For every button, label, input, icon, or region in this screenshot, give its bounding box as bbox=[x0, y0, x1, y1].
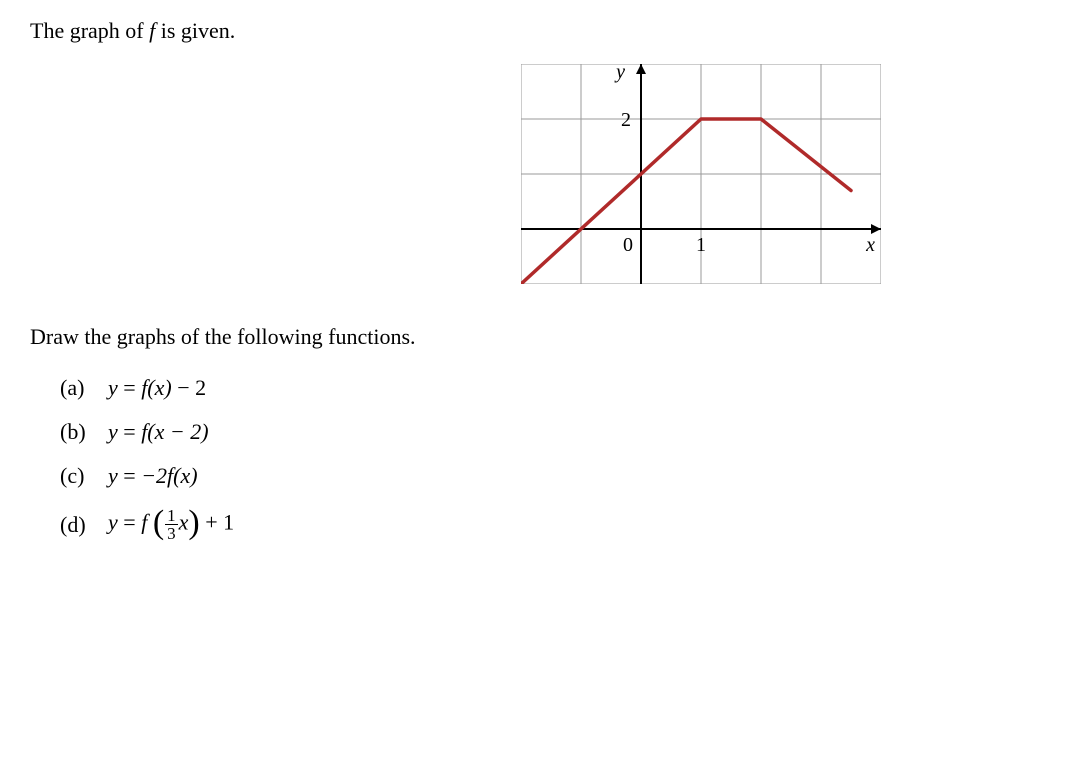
prompt-text: Draw the graphs of the following functio… bbox=[30, 324, 1052, 350]
svg-text:1: 1 bbox=[696, 234, 706, 256]
part-c-eq: y = −2f(x) bbox=[108, 463, 198, 489]
part-a: (a) y = f(x) − 2 bbox=[60, 375, 1052, 401]
svg-text:0: 0 bbox=[623, 234, 633, 256]
part-a-label: (a) bbox=[60, 375, 94, 401]
part-c-label: (c) bbox=[60, 463, 94, 489]
intro-text: The graph of f is given. bbox=[30, 18, 1052, 44]
part-b-label: (b) bbox=[60, 419, 94, 445]
part-b: (b) y = f(x − 2) bbox=[60, 419, 1052, 445]
part-d: (d) y = f (13x) + 1 bbox=[60, 507, 1052, 542]
parts-list: (a) y = f(x) − 2 (b) y = f(x − 2) (c) y … bbox=[30, 375, 1052, 542]
svg-text:2: 2 bbox=[621, 109, 631, 131]
function-graph: y x 0 1 2 bbox=[521, 64, 881, 284]
part-d-label: (d) bbox=[60, 512, 94, 538]
chart-container: y x 0 1 2 bbox=[30, 64, 1052, 284]
part-d-eq: y = f (13x) + 1 bbox=[108, 507, 234, 542]
lparen-icon: ( bbox=[153, 509, 164, 536]
part-a-eq: y = f(x) − 2 bbox=[108, 375, 206, 401]
svg-text:x: x bbox=[865, 234, 875, 256]
intro-pre: The graph of f is given. bbox=[30, 18, 235, 43]
part-c: (c) y = −2f(x) bbox=[60, 463, 1052, 489]
fraction: 13 bbox=[165, 507, 178, 542]
prompt-span: Draw the graphs of the following functio… bbox=[30, 324, 416, 349]
part-b-eq: y = f(x − 2) bbox=[108, 419, 209, 445]
svg-text:y: y bbox=[614, 64, 625, 83]
rparen-icon: ) bbox=[188, 509, 199, 536]
